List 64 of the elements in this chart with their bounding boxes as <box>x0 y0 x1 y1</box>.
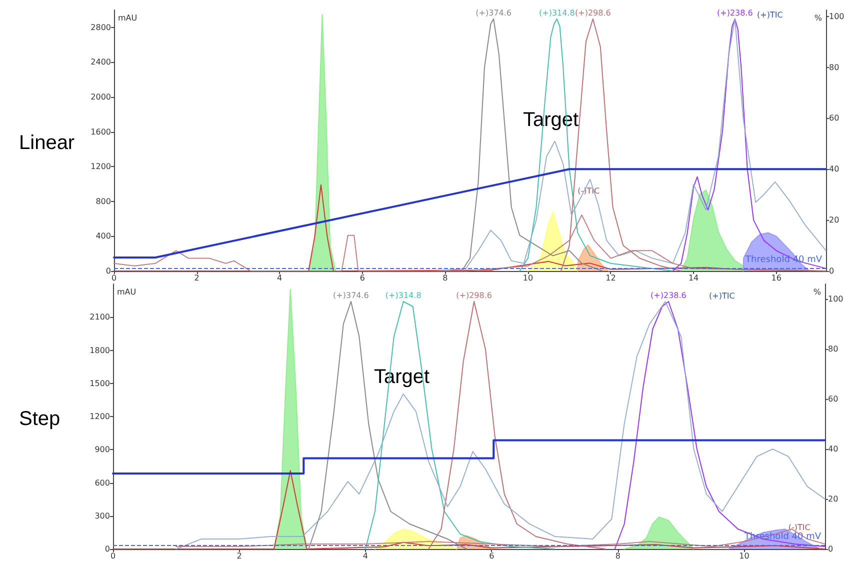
y2-tick-label: 100 <box>829 12 844 21</box>
x-tick-label: 12 <box>606 274 616 282</box>
y2-tick-label: 20 <box>828 494 838 504</box>
y-tick-label: 1200 <box>90 412 110 421</box>
y-tick-label: 2800 <box>90 22 111 32</box>
y2-axis-title: % <box>813 288 822 296</box>
y2-tick-label: 100 <box>828 294 844 304</box>
y-tick-label: 2000 <box>90 92 111 102</box>
y2-tick-label: 0 <box>829 266 834 276</box>
y2-tick-label: 80 <box>828 344 838 354</box>
y2-tick-label: 40 <box>828 444 838 454</box>
ref-line-label: Threshold 40 mV <box>744 254 823 265</box>
series-label: (+)314.8 <box>539 8 575 18</box>
y2-axis-title: % <box>814 14 822 22</box>
x-tick-label: 14 <box>688 274 699 282</box>
y2-tick-label: 60 <box>829 114 840 123</box>
x-tick-label: 6 <box>489 552 494 560</box>
x-tick-label: 10 <box>739 552 750 560</box>
x-tick-label: 8 <box>615 552 621 560</box>
x-tick-label: 2 <box>236 552 242 560</box>
y-tick-label: 0 <box>106 266 111 276</box>
line-series <box>364 301 556 550</box>
y-tick-label: 1500 <box>90 378 110 388</box>
y2-tick-label: 40 <box>829 164 840 174</box>
y-tick-label: 800 <box>96 196 111 206</box>
y-tick-label: 1600 <box>90 127 111 136</box>
series-label: (+)298.6 <box>456 291 492 300</box>
series-label: (+)314.8 <box>385 291 422 300</box>
y-tick-label: 400 <box>96 232 111 241</box>
line-series <box>176 301 826 550</box>
y-tick-label: 300 <box>94 511 110 520</box>
y-axis-title: mAU <box>117 288 136 296</box>
x-tick-label: 16 <box>771 274 782 282</box>
series-label: (+)298.6 <box>575 8 611 18</box>
x-tick-label: 10 <box>522 274 534 282</box>
y-tick-label: 0 <box>104 544 110 554</box>
y2-tick-label: 80 <box>829 62 840 72</box>
y-tick-label: 600 <box>94 478 110 488</box>
x-tick-label: 6 <box>360 274 365 282</box>
text: Linear <box>19 132 75 154</box>
x-tick-label: 0 <box>111 274 117 282</box>
y2-tick-label: 20 <box>829 216 840 225</box>
annotation: (-)TIC <box>788 522 811 532</box>
text: Step <box>19 408 60 430</box>
series-label: (+)238.6 <box>717 8 753 18</box>
series-label: (+)238.6 <box>650 291 686 300</box>
y2-tick-label: 0 <box>828 544 834 554</box>
annotation: (+)TIC <box>709 292 736 300</box>
series-label: (+)374.6 <box>476 8 512 18</box>
x-tick-label: 4 <box>362 552 368 560</box>
line-series <box>519 18 674 272</box>
line-series <box>614 301 826 550</box>
x-tick-label: 2 <box>194 274 200 282</box>
annotation: (+)TIC <box>757 10 784 20</box>
y-tick-label: 1800 <box>90 346 110 355</box>
x-tick-label: 8 <box>442 274 448 282</box>
y-tick-label: 900 <box>94 445 110 454</box>
series-label: (+)374.6 <box>333 291 369 300</box>
y-tick-label: 1200 <box>90 162 111 172</box>
y-tick-label: 2400 <box>90 58 111 67</box>
x-tick-label: 4 <box>277 274 282 282</box>
y-axis-title: mAU <box>118 14 138 22</box>
y2-tick-label: 60 <box>828 394 838 404</box>
y-tick-label: 2100 <box>90 312 110 322</box>
